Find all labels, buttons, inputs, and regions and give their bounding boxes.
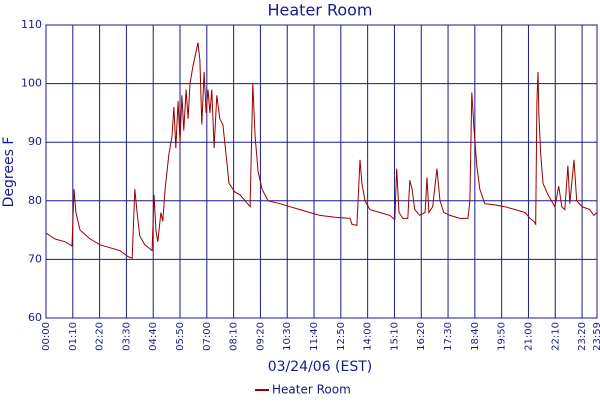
y-tick-label: 100: [21, 77, 42, 90]
x-tick-label: 03:30: [121, 322, 132, 351]
y-axis-label: Degrees F: [1, 137, 17, 208]
x-tick-label: 19:50: [497, 322, 508, 351]
x-tick-label: 08:10: [229, 322, 240, 351]
x-tick-label: 11:40: [309, 322, 320, 351]
x-tick-label: 17:30: [443, 322, 454, 351]
x-tick-label: 09:20: [255, 322, 266, 351]
x-axis-label: 03/24/06 (EST): [268, 359, 373, 375]
x-tick-label: 23:20: [577, 322, 588, 351]
x-tick-label: 21:00: [523, 322, 534, 351]
y-tick-label: 70: [28, 252, 42, 265]
x-tick-label: 02:20: [95, 322, 106, 351]
x-tick-label: 07:00: [202, 322, 213, 351]
y-tick-label: 90: [28, 135, 42, 148]
x-tick-label: 05:50: [175, 322, 186, 351]
y-tick-label: 60: [28, 311, 42, 324]
x-tick-label: 01:10: [68, 322, 79, 351]
x-tick-label: 10:30: [282, 322, 293, 351]
line-series: [45, 42, 598, 259]
x-tick-label: 12:50: [336, 322, 347, 351]
legend-label: Heater Room: [272, 383, 351, 397]
x-tick-label: 15:10: [389, 322, 400, 351]
x-tick-label: 04:40: [148, 322, 159, 351]
x-tick-label: 14:00: [363, 322, 374, 351]
x-tick-label: 00:00: [41, 322, 52, 351]
plot-area: [45, 24, 598, 319]
x-tick-label: 22:10: [550, 322, 561, 351]
x-tick-label: 18:40: [470, 322, 481, 351]
y-tick-label: 110: [21, 18, 42, 31]
chart-title: Heater Room: [267, 1, 372, 20]
y-tick-label: 80: [28, 194, 42, 207]
x-tick-label: 16:20: [416, 322, 427, 351]
x-tick-label: 23:59: [592, 322, 600, 351]
